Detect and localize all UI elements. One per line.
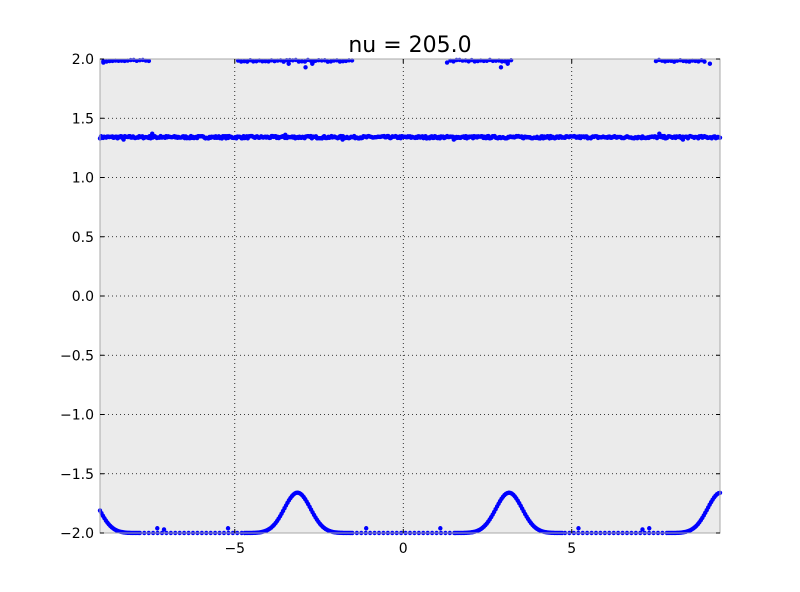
y-tick-label: 2.0 bbox=[72, 52, 94, 68]
data-point bbox=[657, 131, 662, 136]
data-point bbox=[101, 60, 106, 65]
data-point bbox=[505, 61, 510, 66]
data-point bbox=[444, 60, 450, 65]
y-tick-label: 0.5 bbox=[72, 230, 94, 246]
data-point bbox=[310, 61, 315, 66]
data-point bbox=[155, 526, 160, 531]
data-point bbox=[283, 132, 288, 138]
y-tick-label: −0.5 bbox=[60, 348, 94, 364]
axis-ticks: −5 0 5 −2.0 −1.5 −1.0 −0.5 0.0 0.5 1.0 1.5 2.0 bbox=[60, 52, 720, 557]
data-point bbox=[438, 526, 443, 531]
y-tick-label: −2.0 bbox=[60, 526, 94, 542]
data-point bbox=[640, 527, 645, 532]
x-tick-label: −5 bbox=[224, 541, 245, 557]
data-point bbox=[363, 526, 369, 531]
data-points bbox=[97, 57, 723, 536]
data-point bbox=[146, 58, 152, 64]
grid-lines bbox=[100, 59, 720, 533]
data-point bbox=[707, 61, 713, 66]
data-point bbox=[121, 137, 126, 142]
data-point bbox=[303, 65, 308, 70]
y-tick-label: 1.5 bbox=[72, 111, 94, 127]
data-point bbox=[647, 526, 652, 531]
data-point bbox=[680, 137, 686, 142]
x-tick-label: 5 bbox=[567, 541, 576, 557]
data-point bbox=[340, 137, 345, 142]
data-point bbox=[498, 65, 504, 70]
data-point bbox=[451, 137, 457, 142]
y-tick-label: 1.0 bbox=[72, 171, 94, 187]
y-tick-label: −1.5 bbox=[60, 467, 94, 483]
data-point bbox=[158, 133, 163, 139]
data-point bbox=[161, 527, 167, 532]
chart-title: nu = 205.0 bbox=[348, 33, 471, 58]
data-point bbox=[702, 59, 707, 64]
data-point bbox=[576, 526, 581, 531]
data-point bbox=[286, 61, 291, 66]
y-tick-label: 0.0 bbox=[72, 289, 94, 305]
data-point bbox=[225, 526, 231, 531]
x-tick-label: 0 bbox=[399, 541, 408, 557]
data-point bbox=[150, 131, 155, 136]
y-tick-label: −1.0 bbox=[60, 408, 94, 424]
